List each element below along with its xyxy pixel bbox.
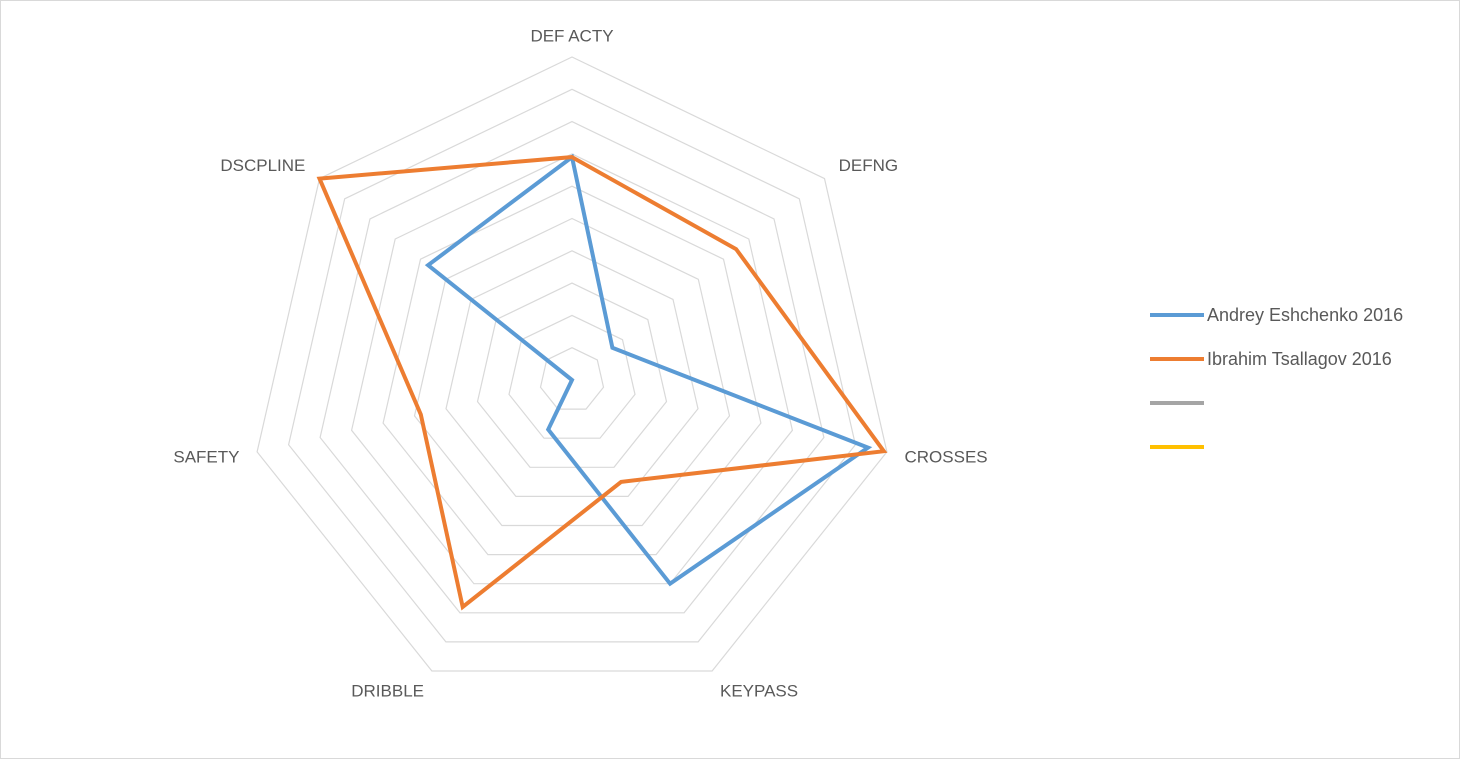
grid-ring-10 [256, 56, 888, 672]
legend-label-1: Andrey Eshchenko 2016 [1207, 305, 1403, 325]
grid-ring-4 [445, 250, 699, 497]
axis-label: DSCPLINE [220, 156, 305, 175]
grid-ring-7 [350, 153, 794, 585]
series-line-1 [424, 153, 873, 587]
grid-ring-3 [476, 282, 668, 468]
grid-ring-1 [539, 347, 605, 410]
axis-label: DEF ACTY [530, 26, 613, 45]
axis-label: SAFETY [173, 448, 239, 467]
legend-label-2: Ibrahim Tsallagov 2016 [1207, 349, 1392, 369]
legend: Andrey Eshchenko 2016 Ibrahim Tsallagov 2… [1150, 305, 1403, 449]
grid-ring-2 [508, 314, 636, 439]
axis-label: CROSSES [905, 448, 988, 467]
axis-label: DRIBBLE [351, 682, 424, 701]
grid-ring-9 [287, 88, 857, 643]
series-lines [316, 153, 888, 611]
axis-labels: DEF ACTY DEFNG CROSSES KEYPASS DRIBBLE SAFETY… [173, 26, 987, 700]
grid-ring-5 [413, 217, 731, 527]
axis-label: KEYPASS [720, 682, 798, 701]
grid-ring-8 [319, 120, 825, 614]
axis-label: DEFNG [839, 156, 899, 175]
grid-ring-6 [382, 185, 762, 556]
series-line-2 [316, 155, 888, 611]
radar-grid [256, 56, 888, 672]
